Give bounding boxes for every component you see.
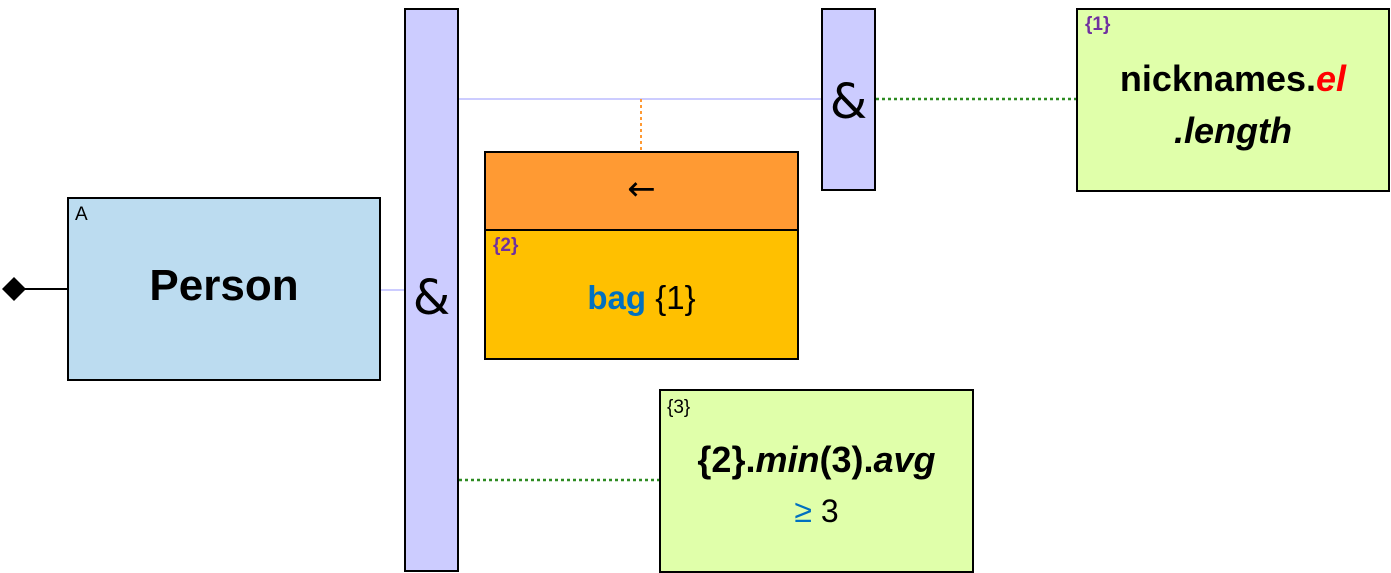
condition-operator: ≥ [794, 493, 812, 529]
bag-argument: {1} [655, 279, 696, 316]
condition-dot-1: . [745, 439, 756, 480]
nicknames-node[interactable]: {1} nicknames.el .length [1076, 8, 1390, 192]
person-tag: A [75, 204, 88, 225]
operator-body[interactable]: {2} bag {1} [484, 229, 799, 360]
operator-header[interactable]: ← [484, 151, 799, 231]
condition-value: 3 [820, 493, 839, 529]
condition-avg: avg [873, 439, 936, 480]
condition-expression: {2}.min(3).avg [661, 439, 972, 481]
entry-diamond-icon [2, 277, 26, 301]
condition-min-arg: (3) [819, 439, 864, 480]
person-node[interactable]: A Person [67, 197, 381, 381]
operator-tag: {2} [493, 235, 519, 256]
condition-ref: {2} [697, 439, 746, 480]
nicknames-tag: {1} [1085, 14, 1111, 35]
bag-keyword: bag [587, 279, 647, 316]
and-bar-main[interactable]: & [404, 8, 459, 572]
condition-node[interactable]: {3} {2}.min(3).avg ≥ 3 [659, 389, 974, 573]
nicknames-length: .length [1174, 110, 1292, 151]
and-bar-secondary[interactable]: & [821, 8, 876, 191]
condition-comparison: ≥ 3 [661, 493, 972, 530]
left-arrow-icon: ← [627, 169, 656, 209]
nicknames-expression: nicknames.el [1078, 58, 1388, 100]
and-secondary-symbol: & [829, 74, 868, 130]
and-main-symbol: & [412, 270, 451, 326]
bag-expression: bag {1} [486, 279, 797, 317]
person-label: Person [149, 261, 299, 310]
condition-dot-2: . [863, 439, 874, 480]
nicknames-prefix: nicknames. [1119, 58, 1317, 99]
condition-min: min [755, 439, 820, 480]
nicknames-el: el [1316, 58, 1347, 99]
condition-tag: {3} [667, 397, 691, 418]
